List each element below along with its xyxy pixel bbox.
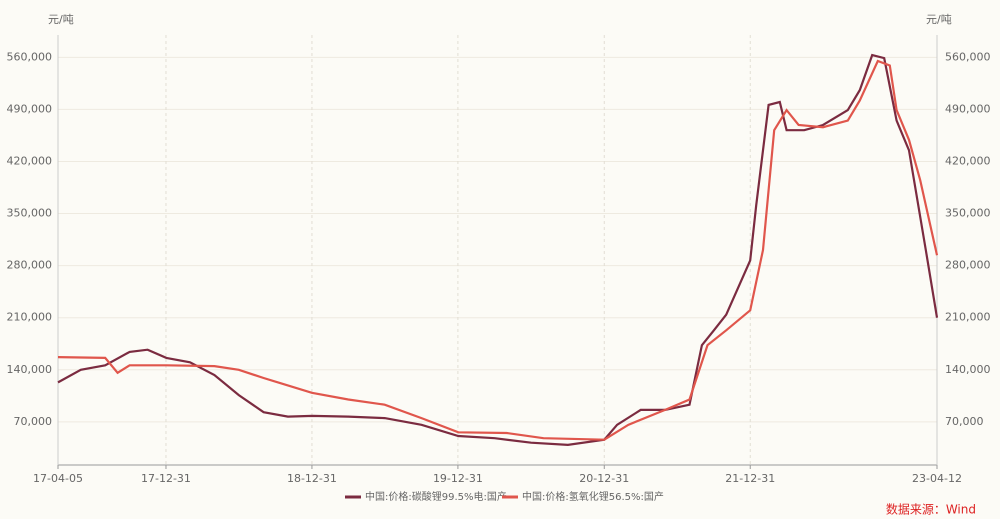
- y2-axis-unit: 元/吨: [926, 13, 952, 26]
- y2-tick-label: 420,000: [945, 154, 991, 167]
- y-tick-label: 280,000: [7, 259, 53, 272]
- y2-tick-label: 490,000: [945, 102, 991, 115]
- x-tick-label: 17-12-31: [141, 472, 191, 485]
- y-axis-unit: 元/吨: [48, 13, 74, 26]
- x-tick-label: 17-04-05: [33, 472, 83, 485]
- y2-tick-label: 210,000: [945, 311, 991, 324]
- x-tick-label: 23-04-12: [912, 472, 962, 485]
- x-tick-label: 18-12-31: [287, 472, 337, 485]
- y2-tick-label: 560,000: [945, 50, 991, 63]
- x-tick-label: 21-12-31: [725, 472, 775, 485]
- y2-tick-label: 140,000: [945, 363, 991, 376]
- y-tick-label: 560,000: [7, 50, 53, 63]
- y-tick-label: 70,000: [14, 415, 53, 428]
- y2-tick-label: 280,000: [945, 259, 991, 272]
- legend-label: 中国:价格:氢氧化锂56.5%:国产: [522, 490, 664, 503]
- line-series: [57, 59, 939, 441]
- x-tick-label: 19-12-31: [433, 472, 483, 485]
- y-tick-label: 140,000: [7, 363, 53, 376]
- x-tick-label: 20-12-31: [579, 472, 629, 485]
- y-tick-label: 490,000: [7, 102, 53, 115]
- y-tick-label: 350,000: [7, 207, 53, 220]
- source: 数据来源：Wind: [886, 502, 976, 517]
- y-tick-label: 420,000: [7, 154, 53, 167]
- y2-tick-label: 350,000: [945, 207, 991, 220]
- line-series: [57, 53, 939, 447]
- y2-tick-label: 70,000: [945, 415, 984, 428]
- y-tick-label: 210,000: [7, 311, 53, 324]
- legend-label: 中国:价格:碳酸锂99.5%电:国产: [365, 490, 507, 503]
